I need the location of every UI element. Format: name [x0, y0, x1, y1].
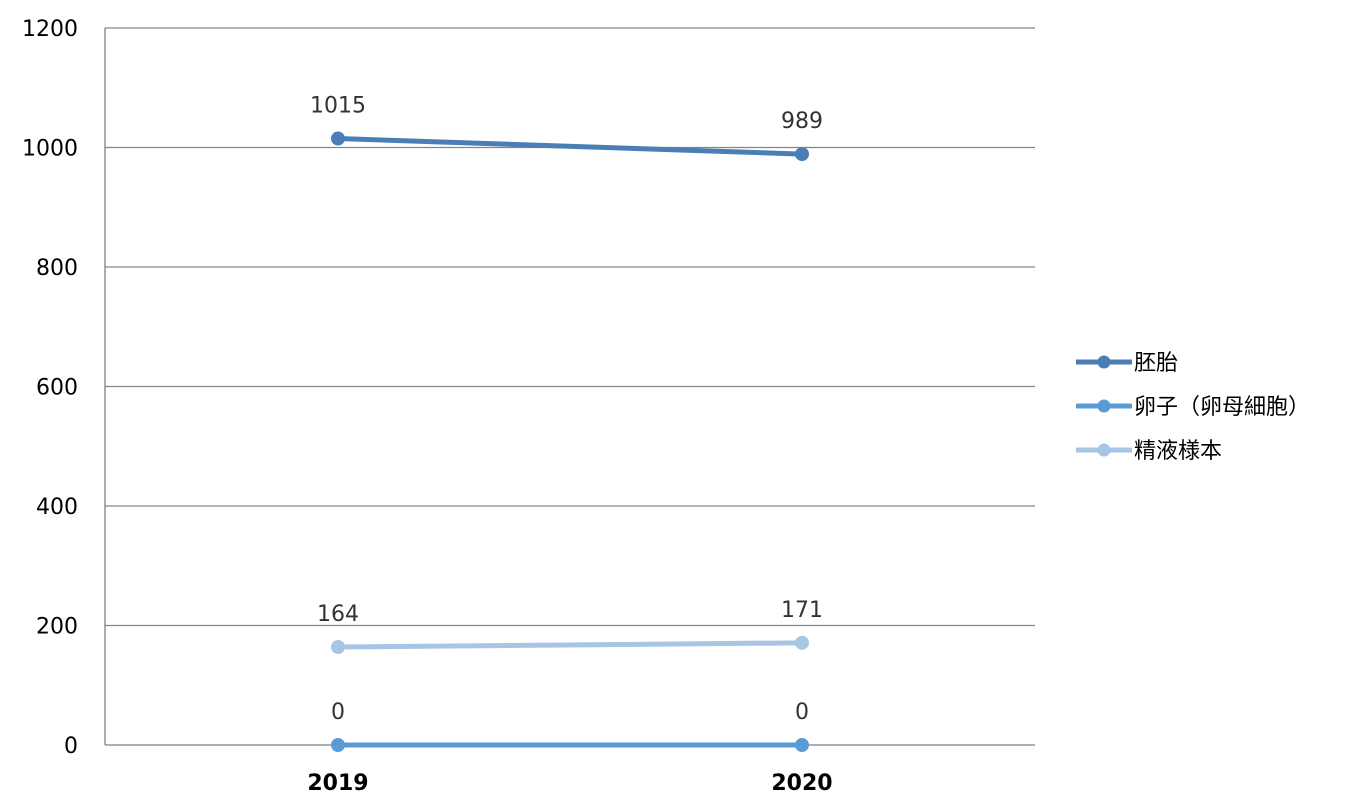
data-label: 164: [317, 602, 359, 627]
gridlines: [105, 27, 1035, 746]
data-label: 0: [795, 700, 809, 725]
y-tick-label: 600: [36, 376, 78, 401]
data-point: [795, 738, 809, 752]
data-point: [795, 147, 809, 162]
legend-label: 卵子（卵母細胞）: [1134, 395, 1310, 420]
legend-label: 胚胎: [1134, 351, 1178, 376]
y-tick-label: 200: [36, 615, 78, 640]
y-tick-label: 400: [36, 495, 78, 520]
x-tick-label: 2020: [771, 771, 832, 793]
x-tick-label: 2019: [307, 771, 368, 793]
legend-marker: [1097, 443, 1111, 457]
y-tick-label: 1000: [22, 137, 78, 162]
y-tick-label: 800: [36, 256, 78, 281]
data-label: 171: [781, 598, 823, 623]
data-point: [795, 635, 809, 650]
data-point: [331, 131, 345, 146]
data-point: [331, 640, 345, 655]
data-labels: 1015 989 0 0 164 171: [310, 94, 823, 725]
data-point: [331, 738, 345, 752]
y-tick-label: 1200: [22, 17, 78, 42]
y-tick-label: 0: [64, 734, 78, 759]
axes: 0 200 400 600 800 1000 1200 2019 2020: [22, 17, 833, 796]
legend-label: 精液様本: [1134, 439, 1222, 464]
legend-marker: [1097, 355, 1111, 369]
data-label: 1015: [310, 94, 366, 119]
series-line: [335, 136, 805, 157]
data-label: 989: [781, 109, 823, 134]
series-lines: [331, 131, 809, 752]
series-line: [335, 640, 805, 650]
data-label: 0: [331, 700, 345, 725]
legend-marker: [1097, 399, 1111, 413]
